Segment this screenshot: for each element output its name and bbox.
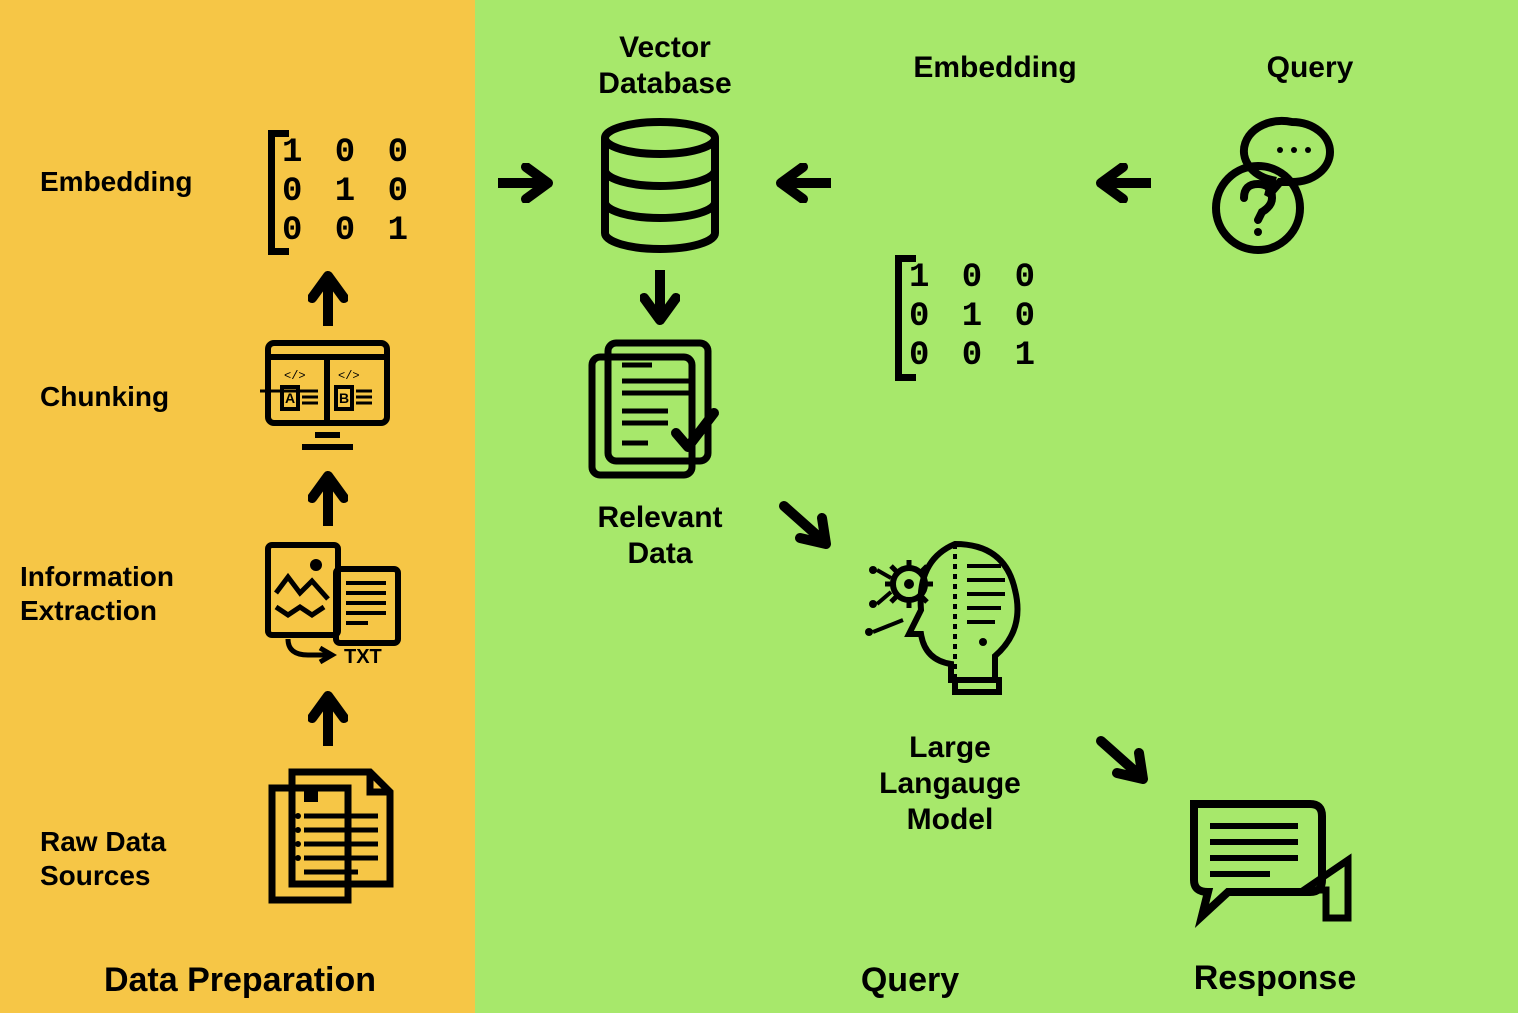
label-query-footer: Query <box>830 960 990 1001</box>
arrow-up-icon <box>308 470 348 526</box>
arrow-up-icon <box>308 270 348 326</box>
arrow-left-icon <box>775 163 831 203</box>
label-llm: Large Langauge Model <box>855 730 1045 838</box>
svg-text:</>: </> <box>284 369 306 383</box>
label-embedding-right: Embedding <box>895 50 1095 86</box>
arrow-diag-icon <box>1095 735 1155 791</box>
query-chat-icon <box>1200 110 1360 260</box>
label-raw-sources: Raw Data Sources <box>40 825 240 892</box>
documents-icon <box>258 760 413 915</box>
relevant-data-icon <box>580 335 730 485</box>
matrix-icon-right: 1 0 0 0 1 0 0 0 1 <box>895 255 1518 380</box>
arrow-diag-icon <box>778 500 838 556</box>
label-extraction: Information Extraction <box>20 560 240 627</box>
extraction-icon: TXT <box>258 535 408 670</box>
arrow-left-icon <box>1095 163 1151 203</box>
svg-text:TXT: TXT <box>344 646 382 668</box>
label-chunking: Chunking <box>40 380 240 414</box>
llm-ai-head-icon <box>855 530 1035 700</box>
chunking-monitor-icon: </> </> A B <box>260 335 395 455</box>
arrow-right-icon <box>498 163 554 203</box>
label-query-header: Query <box>1235 50 1385 86</box>
label-response: Response <box>1175 958 1375 999</box>
label-relevant-data: Relevant Data <box>570 500 750 572</box>
arrow-up-icon <box>308 690 348 746</box>
database-icon <box>595 118 725 253</box>
label-vector-db: Vector Database <box>575 30 755 102</box>
svg-text:B: B <box>339 390 349 406</box>
arrow-down-icon <box>640 270 680 326</box>
svg-text:</>: </> <box>338 369 360 383</box>
label-embedding-left: Embedding <box>40 165 240 199</box>
section-title-data-prep: Data Preparation <box>80 960 400 1001</box>
response-chat-icon <box>1180 790 1355 940</box>
